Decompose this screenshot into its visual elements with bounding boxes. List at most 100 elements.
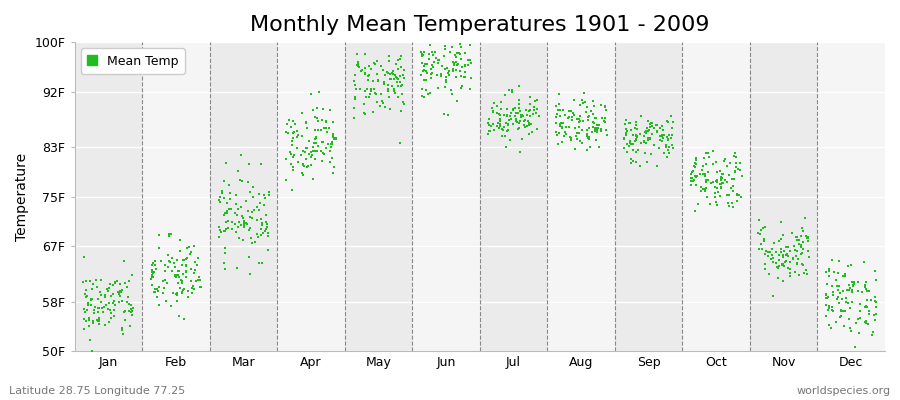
Point <box>250 231 265 237</box>
Point <box>622 120 636 126</box>
Point <box>798 233 813 239</box>
Point <box>446 60 461 67</box>
Point <box>758 266 772 272</box>
Point <box>724 199 739 206</box>
Point <box>761 249 776 255</box>
Point <box>362 63 376 69</box>
Point <box>215 190 230 196</box>
Point <box>162 230 176 237</box>
Point <box>364 87 378 94</box>
Point <box>487 127 501 134</box>
Point <box>417 68 431 74</box>
Point <box>443 49 457 55</box>
Point <box>652 144 667 151</box>
Point <box>307 140 321 146</box>
Point <box>367 60 382 66</box>
Point <box>641 128 655 135</box>
Point <box>92 304 106 311</box>
Point <box>187 269 202 276</box>
Point <box>254 232 268 238</box>
Point <box>666 118 680 125</box>
Point <box>231 224 246 230</box>
Point <box>792 240 806 247</box>
Point <box>454 44 468 50</box>
Point <box>230 192 244 198</box>
Point <box>783 259 797 265</box>
Point <box>662 132 677 138</box>
Point <box>295 148 310 154</box>
Point <box>502 86 517 93</box>
Point <box>512 120 526 126</box>
Point <box>721 199 735 206</box>
Point <box>844 328 859 334</box>
Point <box>512 107 526 114</box>
Point <box>788 269 802 275</box>
Point <box>168 273 183 280</box>
Point <box>258 195 273 201</box>
Point <box>360 77 374 83</box>
Point <box>653 137 668 143</box>
Point <box>521 118 535 124</box>
Point <box>714 174 728 181</box>
Point <box>628 119 643 126</box>
Point <box>357 109 372 116</box>
Point <box>582 113 597 119</box>
Point <box>393 56 408 62</box>
Point <box>486 109 500 115</box>
Point <box>252 191 266 198</box>
Point <box>506 107 520 113</box>
Point <box>393 79 408 86</box>
Point <box>661 136 675 142</box>
Point <box>771 238 786 245</box>
Point <box>311 126 326 133</box>
Point <box>122 278 137 284</box>
Point <box>585 129 599 136</box>
Point <box>572 124 586 130</box>
Point <box>217 178 231 184</box>
Point <box>825 289 840 295</box>
Point <box>644 131 659 137</box>
Point <box>719 192 733 199</box>
Point <box>220 200 234 207</box>
Point <box>761 252 776 259</box>
Point <box>696 186 710 192</box>
Point <box>326 132 340 138</box>
Point <box>790 236 805 243</box>
Point <box>783 248 797 254</box>
Point <box>450 34 464 41</box>
Point <box>629 133 643 139</box>
Point <box>684 178 698 184</box>
Point <box>761 249 776 255</box>
Point <box>644 151 658 157</box>
Point <box>89 277 104 284</box>
Point <box>238 220 252 226</box>
Point <box>448 52 463 58</box>
Point <box>145 262 159 268</box>
Point <box>641 137 655 144</box>
Point <box>78 318 93 324</box>
Point <box>349 62 364 68</box>
Point <box>775 262 789 269</box>
Point <box>693 184 707 190</box>
Point <box>185 290 200 296</box>
Point <box>706 161 720 167</box>
Point <box>242 271 256 278</box>
Point <box>320 129 335 135</box>
Point <box>723 160 737 166</box>
Point <box>821 294 835 300</box>
Point <box>91 318 105 324</box>
Point <box>170 298 184 304</box>
Point <box>707 190 722 196</box>
Point <box>146 260 160 266</box>
Point <box>329 136 344 142</box>
Point <box>145 272 159 278</box>
Point <box>306 144 320 150</box>
Point <box>554 124 569 130</box>
Point <box>429 55 444 61</box>
Point <box>346 78 361 84</box>
Point <box>378 104 392 110</box>
Point <box>149 294 164 300</box>
Point <box>83 336 97 343</box>
Point <box>752 230 766 236</box>
Point <box>821 306 835 313</box>
